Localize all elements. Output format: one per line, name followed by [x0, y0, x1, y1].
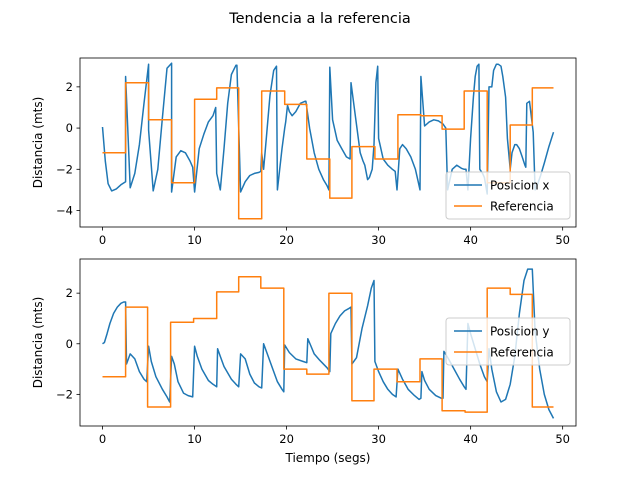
y-tick-label: −2 [56, 387, 73, 401]
x-tick-label: 20 [279, 432, 294, 446]
x-tick-label: 40 [463, 432, 478, 446]
legend: Posicion y Referencia [445, 317, 571, 366]
y-axis-label: Distancia (mts) [31, 97, 45, 189]
legend-label: Referencia [490, 346, 554, 360]
legend-box [445, 317, 571, 366]
x-tick-label: 10 [187, 432, 202, 446]
x-tick-label: 30 [371, 233, 386, 247]
legend-label: Posicion y [490, 325, 550, 339]
y-tick-label: −2 [56, 162, 73, 176]
x-tick-label: 0 [99, 233, 106, 247]
y-tick-label: 0 [66, 337, 73, 351]
legend-box [445, 171, 571, 220]
x-tick-label: 0 [99, 432, 106, 446]
legend-label: Posicion x [490, 179, 550, 193]
figure-title: Tendencia a la referencia [228, 11, 411, 27]
series-line-position [101, 62, 555, 195]
axes-frame [79, 258, 577, 427]
y-axis-label: Distancia (mts) [31, 297, 45, 389]
series-line-reference [102, 81, 554, 220]
y-tick-label: −4 [56, 204, 73, 218]
x-tick-label: 10 [187, 233, 202, 247]
legend-label: Referencia [490, 200, 554, 214]
legend: Posicion x Referencia [445, 171, 571, 220]
subplot-x: 0 10 20 30 40 50 −4 −2 0 2 Distancia (mts) Posicion… [31, 57, 577, 247]
y-tick-label: 0 [66, 121, 73, 135]
axes-frame [79, 57, 577, 228]
x-tick-label: 50 [555, 432, 570, 446]
series-group [101, 62, 555, 220]
series-line-reference [102, 275, 554, 413]
x-tick-label: 40 [463, 233, 478, 247]
x-tick-label: 30 [371, 432, 386, 446]
x-tick-label: 50 [555, 233, 570, 247]
y-tick-label: 2 [66, 80, 73, 94]
x-axis-label: Tiempo (segs) [284, 451, 370, 465]
x-tick-label: 20 [279, 233, 294, 247]
y-tick-label: 2 [66, 286, 73, 300]
subplot-y: 0 10 20 30 40 50 −2 0 2 Distancia (mts) Tiempo (se… [31, 258, 577, 465]
